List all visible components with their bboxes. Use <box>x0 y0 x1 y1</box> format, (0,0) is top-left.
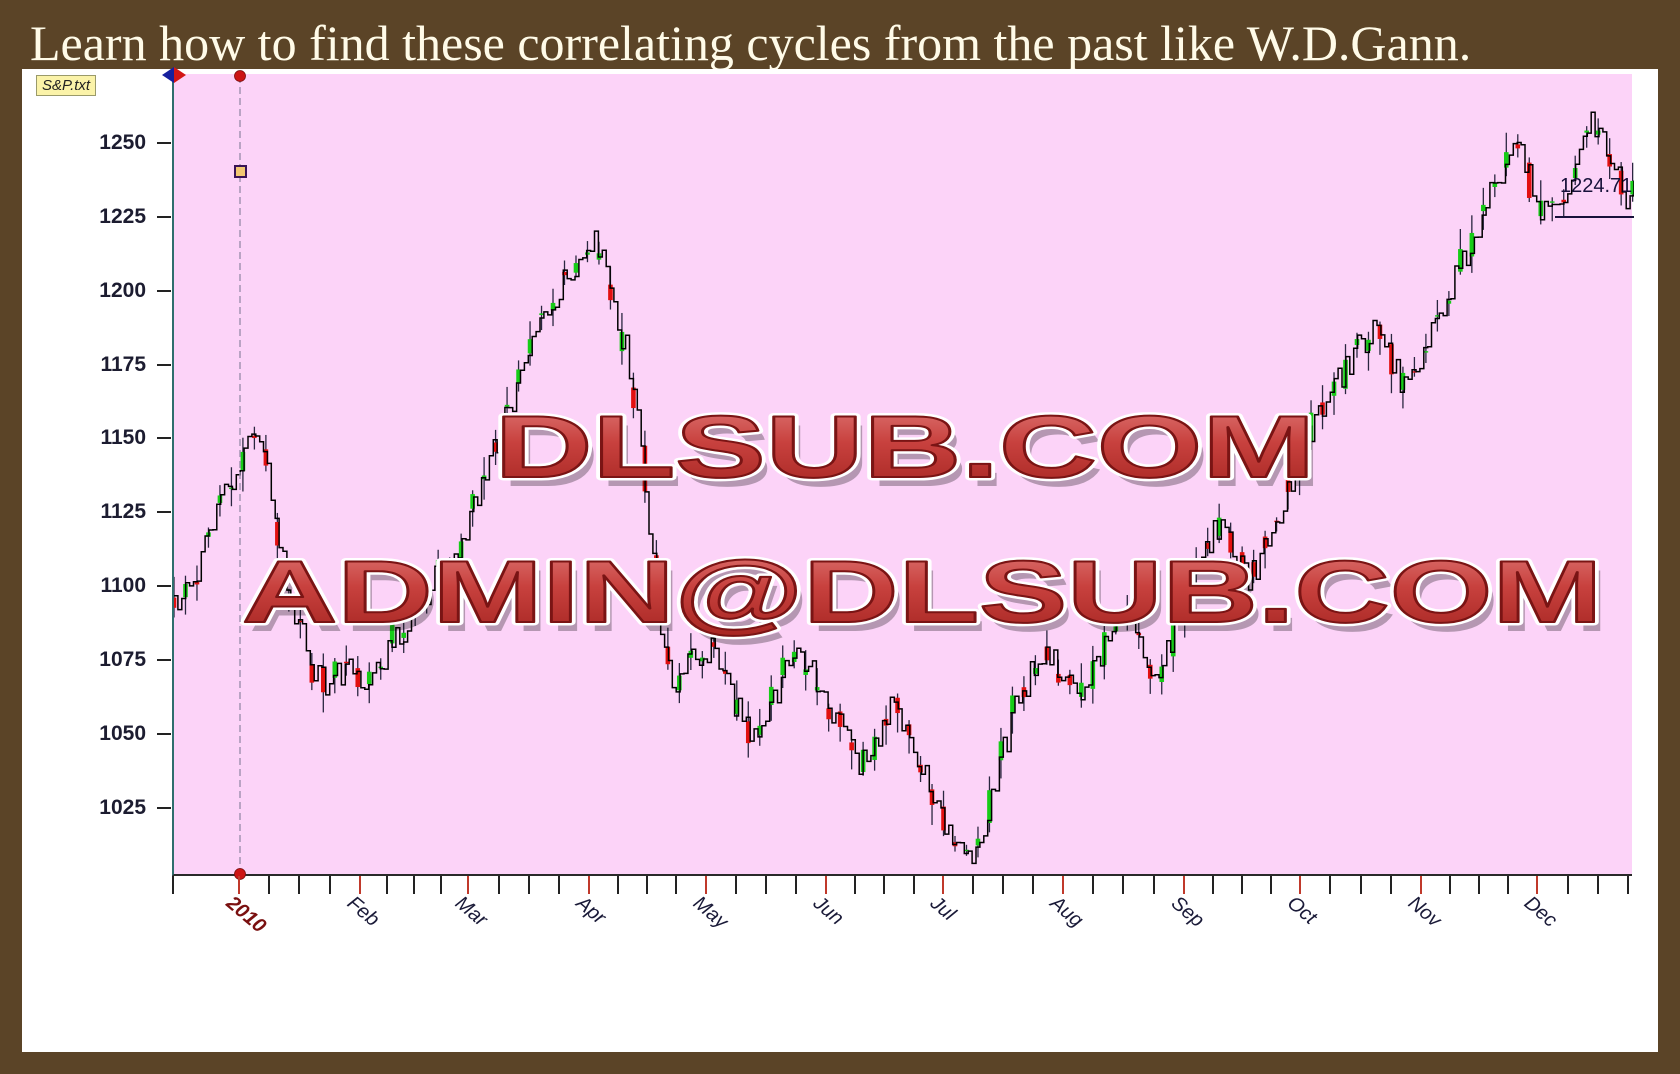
svg-text:1224.71: 1224.71 <box>1560 175 1632 197</box>
